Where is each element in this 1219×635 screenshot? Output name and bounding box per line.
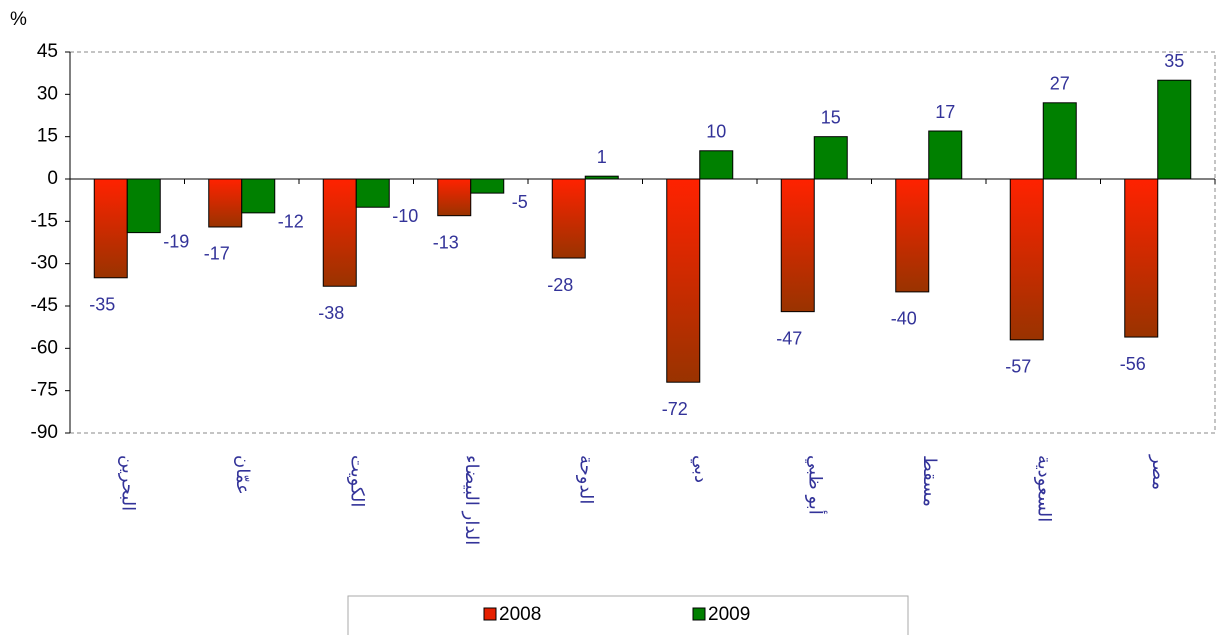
bar bbox=[584, 175, 619, 180]
bar bbox=[241, 178, 276, 214]
data-label: 10 bbox=[706, 122, 726, 142]
y-tick-label: 30 bbox=[37, 83, 58, 104]
data-label: -38 bbox=[318, 303, 344, 323]
x-tick-label: السعودية bbox=[1033, 455, 1054, 522]
legend-label: 2009 bbox=[708, 604, 750, 625]
bar bbox=[1157, 79, 1192, 180]
data-label: -47 bbox=[776, 328, 802, 348]
x-tick-label: دبي bbox=[690, 455, 711, 483]
data-label: -35 bbox=[89, 295, 115, 315]
data-label: 35 bbox=[1164, 51, 1184, 71]
y-tick-label: -30 bbox=[31, 253, 58, 274]
data-label: -19 bbox=[163, 231, 189, 251]
x-tick-label: البحرين bbox=[117, 455, 138, 511]
y-tick-label: 0 bbox=[47, 168, 58, 189]
data-label: 1 bbox=[597, 147, 607, 167]
x-tick-label: عمّان bbox=[232, 455, 253, 495]
data-label: -57 bbox=[1005, 357, 1031, 377]
data-label: 15 bbox=[821, 107, 841, 127]
bar bbox=[437, 178, 472, 217]
x-tick-label: الكويت bbox=[346, 455, 367, 507]
bar bbox=[1042, 102, 1077, 180]
y-tick-label: 45 bbox=[37, 41, 58, 62]
x-tick-label: أبو ظبي bbox=[804, 455, 827, 515]
bar bbox=[1009, 178, 1044, 341]
x-tick-label: مصر bbox=[1148, 454, 1169, 490]
data-label: -10 bbox=[392, 206, 418, 226]
x-tick-label: الدوحة bbox=[575, 455, 596, 504]
bar bbox=[322, 178, 357, 287]
bar bbox=[928, 130, 963, 180]
y-tick-label: 15 bbox=[37, 126, 58, 147]
data-label: 27 bbox=[1050, 74, 1070, 94]
bar bbox=[666, 178, 701, 383]
legend-swatch bbox=[483, 607, 497, 621]
y-tick-label: -90 bbox=[31, 422, 58, 443]
y-tick-label: -45 bbox=[31, 295, 58, 316]
data-label: 17 bbox=[935, 102, 955, 122]
bar bbox=[699, 150, 734, 180]
bar bbox=[93, 178, 128, 279]
legend-swatch bbox=[692, 607, 706, 621]
x-tick-label: الدار البيضاء bbox=[461, 455, 482, 545]
y-tick-label: -60 bbox=[31, 337, 58, 358]
bar bbox=[208, 178, 243, 228]
bar bbox=[126, 178, 161, 234]
data-label: -40 bbox=[891, 309, 917, 329]
data-label: -28 bbox=[547, 275, 573, 295]
bar bbox=[470, 178, 505, 194]
bar bbox=[1124, 178, 1159, 338]
bar bbox=[355, 178, 390, 208]
y-tick-label: -75 bbox=[31, 380, 58, 401]
bar bbox=[551, 178, 586, 259]
data-label: -56 bbox=[1120, 354, 1146, 374]
x-tick-label: مسقط bbox=[919, 455, 940, 507]
y-unit: % bbox=[10, 9, 27, 30]
legend-label: 2008 bbox=[499, 604, 541, 625]
data-label: -13 bbox=[433, 232, 459, 252]
y-tick-label: -15 bbox=[31, 210, 58, 231]
bar bbox=[895, 178, 930, 293]
data-label: -17 bbox=[204, 244, 230, 264]
bar bbox=[780, 178, 815, 313]
data-label: -12 bbox=[278, 212, 304, 232]
data-label: -72 bbox=[662, 399, 688, 419]
legend-box bbox=[347, 595, 909, 635]
bar bbox=[813, 136, 848, 180]
data-label: -5 bbox=[512, 192, 528, 212]
